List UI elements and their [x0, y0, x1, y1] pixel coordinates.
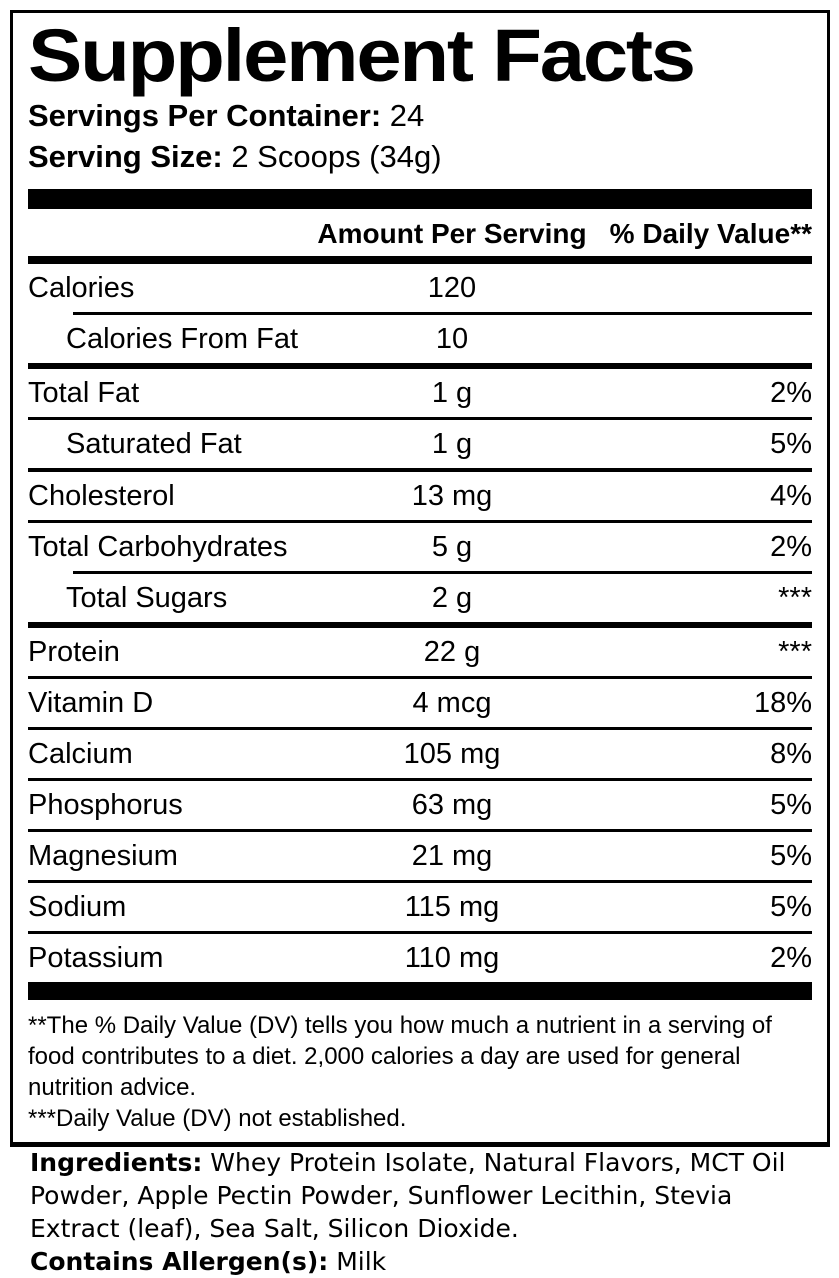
nutrient-amount: 1 g: [431, 428, 473, 461]
nutrient-amount: 4 mcg: [412, 687, 492, 720]
nutrient-name: Potassium: [28, 942, 164, 975]
nutrient-amount: 110 mg: [404, 942, 500, 975]
row-phosphorus: Phosphorus 63 mg 5%: [28, 781, 812, 829]
nutrient-dv: 4%: [770, 480, 812, 513]
nutrient-amount: 105 mg: [403, 738, 501, 771]
nutrient-dv: 5%: [770, 891, 812, 924]
nutrient-dv: 2%: [770, 377, 812, 410]
nutrient-name: Vitamin D: [28, 687, 154, 720]
nutrient-name: Protein: [28, 636, 120, 669]
nutrient-name: Total Carbohydrates: [28, 531, 288, 564]
serving-size-value: 2 Scoops (34g): [231, 139, 442, 175]
allergen-line: Contains Allergen(s): Milk: [30, 1245, 814, 1278]
nutrient-dv: 5%: [770, 789, 812, 822]
servings-per-container-label: Servings Per Container:: [28, 98, 382, 134]
nutrient-amount: 115 mg: [404, 891, 500, 924]
nutrient-name: Sodium: [28, 891, 127, 924]
header-amount-per-serving: Amount Per Serving: [317, 218, 587, 250]
serving-size: Serving Size: 2 Scoops (34g): [28, 136, 812, 177]
row-calories-from-fat: Calories From Fat 10: [28, 315, 812, 363]
nutrient-dv: 2%: [770, 942, 812, 975]
row-divider: [73, 312, 812, 316]
row-divider: [28, 829, 812, 833]
nutrient-name: Phosphorus: [28, 789, 183, 822]
row-calcium: Calcium 105 mg 8%: [28, 730, 812, 778]
nutrient-name: Cholesterol: [28, 480, 175, 513]
nutrient-amount: 13 mg: [411, 480, 493, 513]
row-divider: [73, 571, 812, 575]
nutrient-amount: 21 mg: [411, 840, 493, 873]
nutrient-dv: [597, 322, 812, 356]
row-potassium: Potassium 110 mg 2%: [28, 934, 812, 982]
nutrient-amount: 63 mg: [411, 789, 493, 822]
nutrient-dv: 8%: [770, 738, 812, 771]
nutrient-dv: 5%: [770, 840, 812, 873]
row-divider: [28, 931, 812, 935]
supplement-facts-panel: Supplement Facts Servings Per Container:…: [10, 10, 830, 1148]
nutrient-amount: 120: [427, 272, 477, 305]
footnotes: **The % Daily Value (DV) tells you how m…: [28, 1010, 812, 1134]
row-divider: [28, 727, 812, 731]
servings-per-container-value: 24: [389, 98, 425, 134]
header-divider: [28, 256, 812, 265]
row-cholesterol: Cholesterol 13 mg 4%: [28, 472, 812, 520]
row-vitamin-d: Vitamin D 4 mcg 18%: [28, 679, 812, 727]
row-divider: [28, 880, 812, 884]
row-calories: Calories 120: [28, 264, 812, 312]
nutrient-dv: 18%: [753, 687, 812, 720]
row-divider: [28, 417, 812, 421]
row-divider: [28, 778, 812, 782]
nutrient-amount: 22 g: [423, 636, 481, 669]
nutrient-name: Calcium: [28, 738, 133, 771]
row-total-sugars: Total Sugars 2 g ***: [28, 574, 812, 622]
ingredients-line: Ingredients: Whey Protein Isolate, Natur…: [30, 1146, 814, 1245]
separator-bar-bottom: [28, 982, 812, 1001]
nutrient-name: Total Sugars: [66, 582, 228, 615]
serving-size-label: Serving Size:: [28, 139, 223, 175]
row-total-carbohydrates: Total Carbohydrates 5 g 2%: [28, 523, 812, 571]
nutrient-amount: 2 g: [431, 582, 473, 615]
nutrient-name: Total Fat: [28, 377, 140, 410]
row-divider: [28, 363, 812, 370]
nutrient-name: Saturated Fat: [66, 428, 242, 461]
header-daily-value: % Daily Value**: [609, 218, 812, 250]
footnote-dv-not-established: ***Daily Value (DV) not established.: [28, 1105, 407, 1133]
nutrient-dv: 2%: [770, 531, 812, 564]
row-divider: [28, 676, 812, 680]
row-divider: [28, 622, 812, 629]
row-saturated-fat: Saturated Fat 1 g 5%: [28, 420, 812, 468]
nutrient-name: Calories From Fat: [66, 323, 299, 356]
nutrient-amount: 5 g: [431, 531, 473, 564]
panel-title: Supplement Facts: [28, 14, 696, 97]
footnote-daily-value: **The % Daily Value (DV) tells you how m…: [28, 1012, 772, 1102]
row-protein: Protein 22 g ***: [28, 628, 812, 676]
row-sodium: Sodium 115 mg 5%: [28, 883, 812, 931]
nutrient-name: Calories: [28, 272, 135, 305]
nutrient-dv: ***: [778, 582, 812, 615]
ingredients-text: Whey Protein Isolate, Natural Flavors, M…: [30, 1148, 786, 1243]
ingredients-label: Ingredients:: [30, 1148, 203, 1177]
servings-per-container: Servings Per Container: 24: [28, 95, 812, 136]
separator-bar-top: [28, 189, 812, 210]
ingredients-section: Ingredients: Whey Protein Isolate, Natur…: [30, 1146, 814, 1278]
row-total-fat: Total Fat 1 g 2%: [28, 369, 812, 417]
allergen-text: Milk: [336, 1247, 387, 1276]
nutrient-dv: [597, 271, 812, 305]
row-divider: [28, 468, 812, 473]
table-header-row: Amount Per Serving % Daily Value**: [28, 209, 812, 256]
nutrient-amount: 1 g: [431, 377, 473, 410]
row-divider: [28, 520, 812, 524]
allergen-label: Contains Allergen(s):: [30, 1247, 329, 1276]
nutrient-dv: ***: [778, 636, 812, 669]
row-magnesium: Magnesium 21 mg 5%: [28, 832, 812, 880]
nutrient-name: Magnesium: [28, 840, 178, 873]
nutrient-amount: 10: [435, 323, 469, 356]
nutrient-dv: 5%: [770, 428, 812, 461]
